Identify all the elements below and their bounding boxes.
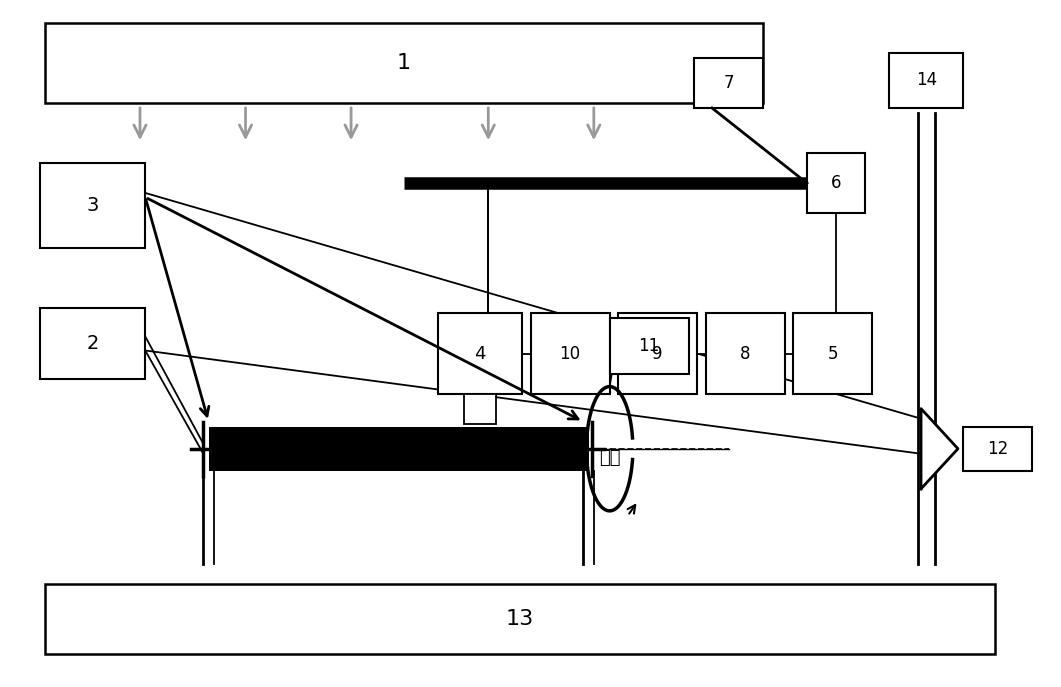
Text: 4: 4 (474, 344, 486, 363)
Text: 9: 9 (653, 344, 663, 363)
Bar (39, 163, 145, 248)
Bar (794, 313, 872, 394)
Bar (963, 427, 1032, 471)
Text: 14: 14 (916, 71, 937, 89)
Text: 12: 12 (987, 440, 1008, 458)
Polygon shape (921, 409, 958, 489)
Text: 13: 13 (506, 609, 534, 629)
Bar (39, 308, 145, 379)
Bar (209, 427, 589, 471)
Bar (530, 313, 610, 394)
Text: 1: 1 (397, 53, 411, 73)
Text: 旋转: 旋转 (599, 449, 621, 467)
Text: 7: 7 (724, 74, 733, 92)
Text: 6: 6 (831, 174, 841, 192)
Text: 5: 5 (828, 344, 838, 363)
Text: 11: 11 (639, 337, 660, 355)
Bar (45, 584, 995, 654)
Text: 2: 2 (86, 334, 99, 353)
Bar (889, 53, 963, 108)
Text: 10: 10 (559, 344, 580, 363)
Bar (45, 23, 763, 103)
Bar (807, 153, 865, 213)
Text: 3: 3 (86, 196, 99, 215)
Bar (437, 313, 522, 394)
Text: 8: 8 (740, 344, 750, 363)
Bar (694, 58, 763, 108)
Bar (706, 313, 785, 394)
Bar (464, 394, 495, 424)
Bar (619, 313, 697, 394)
Bar (610, 319, 689, 374)
